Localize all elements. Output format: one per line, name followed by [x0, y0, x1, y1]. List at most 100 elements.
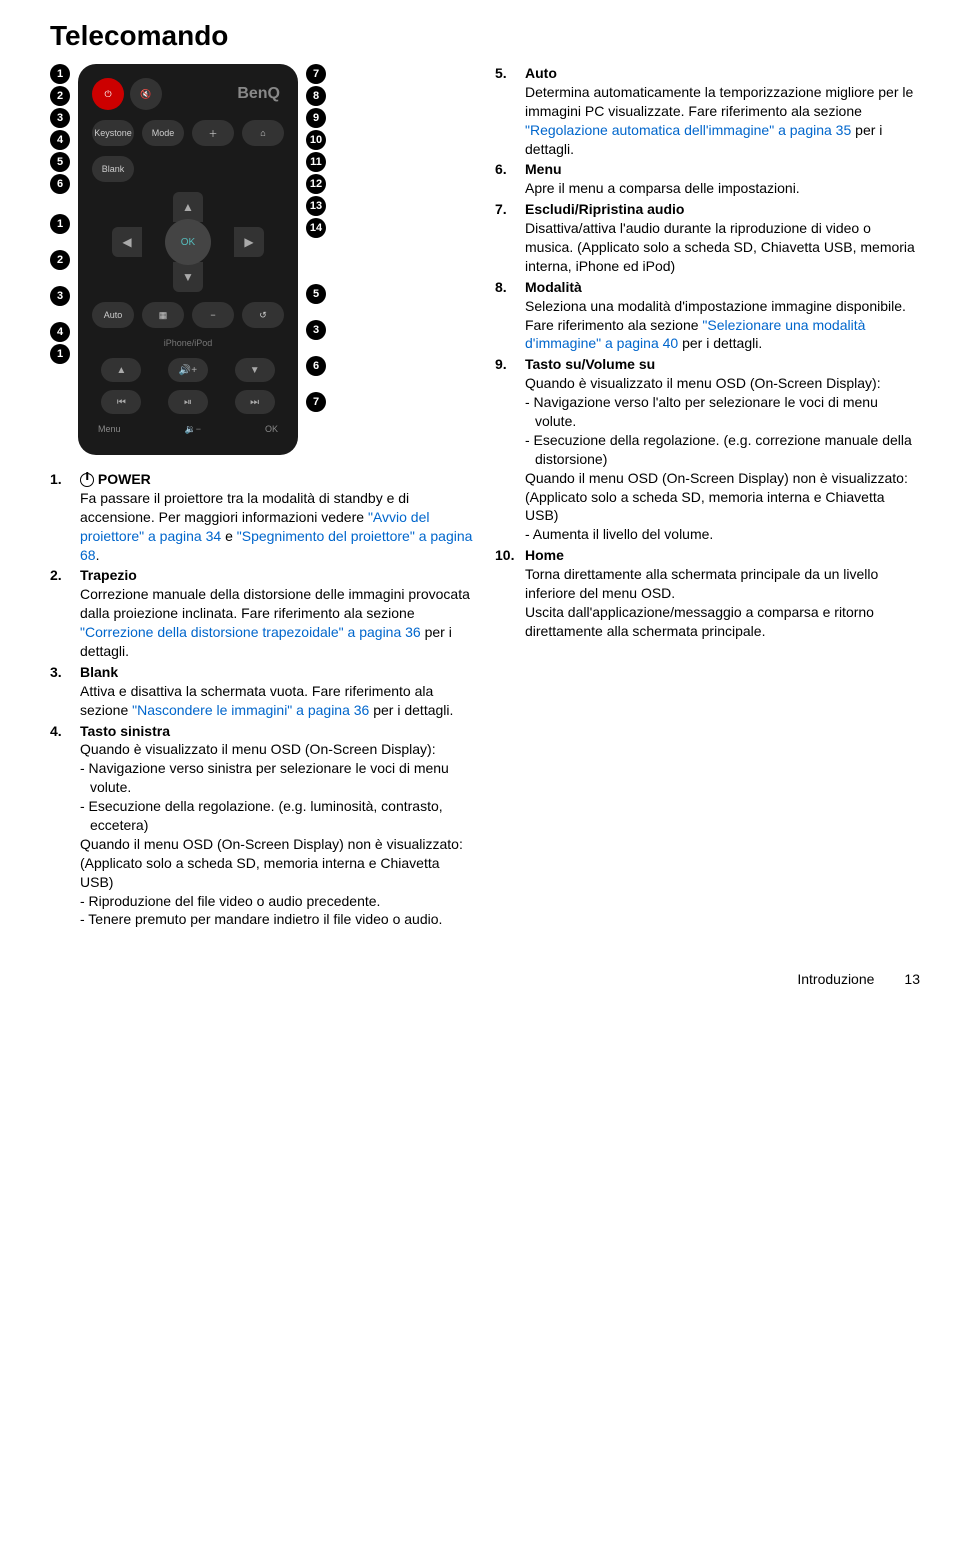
xref-link[interactable]: "Selezionare una modalità d'immagine" a …: [525, 317, 865, 352]
media-controls: ▲ 🔊+ ▼ ⏮ ⏯ ⏭: [92, 358, 284, 414]
desc-title: Escludi/Ripristina audio: [525, 200, 920, 219]
desc-item: 8. ModalitàSeleziona una modalità d'impos…: [495, 278, 920, 354]
callout-badge: 4: [50, 130, 70, 150]
desc-num: 3.: [50, 663, 70, 720]
page-title: Telecomando: [50, 20, 920, 52]
footer-section: Introduzione: [797, 971, 874, 987]
desc-item: 4.Tasto sinistraQuando è visualizzato il…: [50, 722, 475, 930]
callout-badge: 3: [50, 108, 70, 128]
prev-icon: ⏮: [101, 390, 141, 414]
desc-content: Tasto sinistraQuando è visualizzato il m…: [80, 722, 475, 930]
xref-link[interactable]: "Correzione della distorsione trapezoida…: [80, 624, 421, 640]
home-icon: ⌂: [242, 120, 284, 146]
desc-line: - Esecuzione della regolazione. (e.g. lu…: [80, 797, 475, 835]
desc-content: MenuApre il menu a comparsa delle impost…: [525, 160, 920, 198]
mode-btn: Mode: [142, 120, 184, 146]
remote-control: ⏻ 🔇 BenQ Keystone Mode ＋ ⌂ Blank ▲ ▼: [78, 64, 298, 455]
plus-btn: ＋: [192, 120, 234, 146]
desc-body: Quando è visualizzato il menu OSD (On-Sc…: [80, 740, 475, 929]
desc-body: Torna direttamente alla schermata princi…: [525, 565, 920, 641]
desc-line: - Riproduzione del file video o audio pr…: [80, 892, 475, 911]
main-content: 12345612341 ⏻ 🔇 BenQ Keystone Mode ＋ ⌂ B…: [50, 64, 920, 931]
desc-line: - Aumenta il livello del volume.: [525, 525, 920, 544]
desc-title: Home: [525, 546, 920, 565]
desc-item: 1. POWERFa passare il proiettore tra la …: [50, 470, 475, 564]
up2-icon: ▲: [101, 358, 141, 382]
callout-badge: 5: [50, 152, 70, 172]
volup-icon: 🔊+: [168, 358, 208, 382]
desc-body: Disattiva/attiva l'audio durante la ripr…: [525, 219, 920, 276]
desc-line: - Esecuzione della regolazione. (e.g. co…: [525, 431, 920, 469]
dpad: ▲ ▼ ◀ ▶ OK: [92, 192, 284, 292]
desc-num: 2.: [50, 566, 70, 660]
desc-title: Blank: [80, 663, 475, 682]
auto-btn: Auto: [92, 302, 134, 328]
right-icon: ▶: [234, 227, 264, 257]
desc-num: 1.: [50, 470, 70, 564]
footer-page-num: 13: [904, 971, 920, 987]
desc-line: Quando è visualizzato il menu OSD (On-Sc…: [525, 374, 920, 393]
desc-title: Auto: [525, 64, 920, 83]
power-icon: ⏻: [92, 78, 124, 110]
desc-content: Escludi/Ripristina audioDisattiva/attiva…: [525, 200, 920, 276]
desc-content: POWERFa passare il proiettore tra la mod…: [80, 470, 475, 564]
desc-body: Attiva e disattiva la schermata vuota. F…: [80, 682, 475, 720]
xref-link[interactable]: "Nascondere le immagini" a pagina 36: [132, 702, 369, 718]
page-footer: Introduzione 13: [50, 961, 920, 987]
down-icon: ▼: [173, 262, 203, 292]
desc-line: Torna direttamente alla schermata princi…: [525, 565, 920, 603]
desc-num: 8.: [495, 278, 515, 354]
callout-badge: 2: [50, 86, 70, 106]
callout-badge: 6: [306, 356, 326, 376]
playpause-icon: ⏯: [168, 390, 208, 414]
right-column: 5.AutoDetermina automaticamente la tempo…: [495, 64, 920, 931]
desc-content: AutoDetermina automaticamente la tempori…: [525, 64, 920, 158]
callout-badge: 5: [306, 284, 326, 304]
callout-badge: 7: [306, 392, 326, 412]
callout-badge: 1: [50, 64, 70, 84]
left-callouts: 12345612341: [50, 64, 70, 364]
left-column: 12345612341 ⏻ 🔇 BenQ Keystone Mode ＋ ⌂ B…: [50, 64, 475, 931]
desc-item: 7.Escludi/Ripristina audioDisattiva/atti…: [495, 200, 920, 276]
blank-btn: Blank: [92, 156, 134, 182]
callout-badge: 2: [50, 250, 70, 270]
xref-link[interactable]: "Regolazione automatica dell'immagine" a…: [525, 122, 851, 138]
right-descriptions: 5.AutoDetermina automaticamente la tempo…: [495, 64, 920, 641]
desc-body: Seleziona una modalità d'impostazione im…: [525, 297, 920, 354]
callout-badge: 3: [306, 320, 326, 340]
desc-num: 7.: [495, 200, 515, 276]
desc-title: Tasto su/Volume su: [525, 355, 920, 374]
iphone-label: iPhone/iPod: [92, 338, 284, 348]
callout-badge: 7: [306, 64, 326, 84]
desc-item: 2.TrapezioCorrezione manuale della disto…: [50, 566, 475, 660]
remote-diagram: 12345612341 ⏻ 🔇 BenQ Keystone Mode ＋ ⌂ B…: [50, 64, 475, 455]
ok-btn: OK: [165, 219, 211, 265]
desc-line: - Navigazione verso sinistra per selezio…: [80, 759, 475, 797]
desc-item: 9.Tasto su/Volume suQuando è visualizzat…: [495, 355, 920, 544]
desc-title: POWER: [80, 470, 475, 489]
voldown-icon: 🔉−: [185, 424, 201, 435]
desc-num: 5.: [495, 64, 515, 158]
callout-badge: 11: [306, 152, 326, 172]
ok2-label: OK: [265, 424, 278, 435]
callout-badge: 9: [306, 108, 326, 128]
callout-badge: 14: [306, 218, 326, 238]
desc-title: Modalità: [525, 278, 920, 297]
desc-title: Trapezio: [80, 566, 475, 585]
desc-content: BlankAttiva e disattiva la schermata vuo…: [80, 663, 475, 720]
desc-title: Tasto sinistra: [80, 722, 475, 741]
desc-item: 6.MenuApre il menu a comparsa delle impo…: [495, 160, 920, 198]
desc-line: Quando il menu OSD (On-Screen Display) n…: [525, 469, 920, 526]
desc-num: 4.: [50, 722, 70, 930]
mute-icon: 🔇: [130, 78, 162, 110]
keystone-btn: Keystone: [92, 120, 134, 146]
next-icon: ⏭: [235, 390, 275, 414]
right-callouts: 78910111213145367: [306, 64, 326, 412]
desc-item: 3.BlankAttiva e disattiva la schermata v…: [50, 663, 475, 720]
desc-content: Tasto su/Volume suQuando è visualizzato …: [525, 355, 920, 544]
callout-badge: 10: [306, 130, 326, 150]
desc-line: - Tenere premuto per mandare indietro il…: [80, 910, 475, 929]
desc-line: Quando il menu OSD (On-Screen Display) n…: [80, 835, 475, 892]
desc-body: Fa passare il proiettore tra la modalità…: [80, 489, 475, 565]
desc-title: Menu: [525, 160, 920, 179]
